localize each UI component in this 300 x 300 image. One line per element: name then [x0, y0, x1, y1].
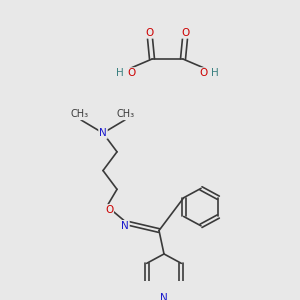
Text: O: O	[181, 28, 189, 38]
Text: N: N	[121, 221, 129, 231]
Text: O: O	[199, 68, 207, 78]
Text: N: N	[160, 293, 168, 300]
Text: CH₃: CH₃	[71, 109, 89, 119]
Text: H: H	[211, 68, 219, 78]
Text: O: O	[105, 205, 113, 215]
Text: H: H	[116, 68, 124, 78]
Text: O: O	[146, 28, 154, 38]
Text: N: N	[99, 128, 107, 138]
Text: O: O	[128, 68, 136, 78]
Text: CH₃: CH₃	[117, 109, 135, 119]
